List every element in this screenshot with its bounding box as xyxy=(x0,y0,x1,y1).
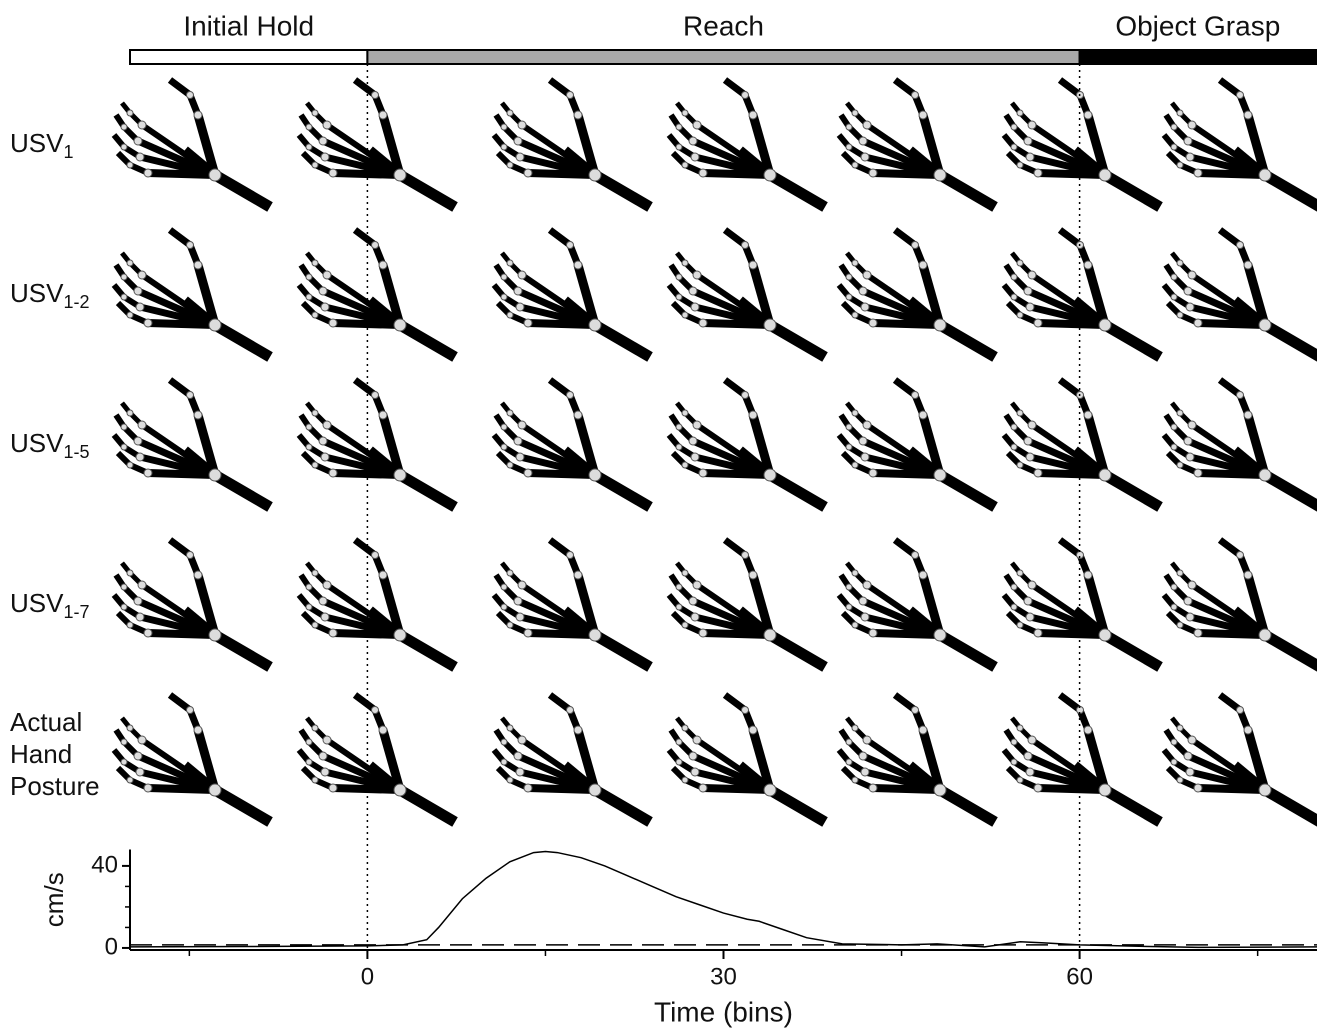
phase-label: Object Grasp xyxy=(1115,10,1280,41)
x-tick-label: 60 xyxy=(1066,963,1093,990)
row-label-base: USV xyxy=(10,588,64,618)
row-label-sub: 1-2 xyxy=(63,292,89,312)
row-label-base: USV xyxy=(10,428,64,458)
hands xyxy=(114,80,1317,822)
row-label: USV1-5 xyxy=(10,428,89,462)
x-axis-label: Time (bins) xyxy=(654,996,793,1027)
phase-label: Reach xyxy=(683,10,764,41)
row-label-sub: 1 xyxy=(63,142,73,162)
x-tick-label: 0 xyxy=(361,963,374,990)
row-label-line: Hand xyxy=(10,739,72,769)
phase-bar xyxy=(1078,49,1317,65)
row-label-line: Posture xyxy=(10,771,100,801)
row-label: Actual Hand Posture xyxy=(10,707,100,801)
phase-label: Initial Hold xyxy=(183,10,314,41)
y-tick-label: 40 xyxy=(91,851,118,878)
row-label-line: Actual xyxy=(10,707,82,737)
y-tick-label: 0 xyxy=(105,933,118,960)
phase-bar xyxy=(366,49,1081,65)
line-series xyxy=(129,850,1317,949)
row-label: USV1-2 xyxy=(10,278,89,312)
phase-bar xyxy=(129,49,369,65)
row-label-sub: 1-5 xyxy=(63,442,89,462)
x-tick-label: 30 xyxy=(710,963,737,990)
row-label-base: USV xyxy=(10,128,64,158)
row-label: USV1 xyxy=(10,128,73,162)
y-axis-label: cm/s xyxy=(39,872,69,927)
row-label-sub: 1-7 xyxy=(63,602,89,622)
row-label: USV1-7 xyxy=(10,588,89,622)
row-label-base: USV xyxy=(10,278,64,308)
